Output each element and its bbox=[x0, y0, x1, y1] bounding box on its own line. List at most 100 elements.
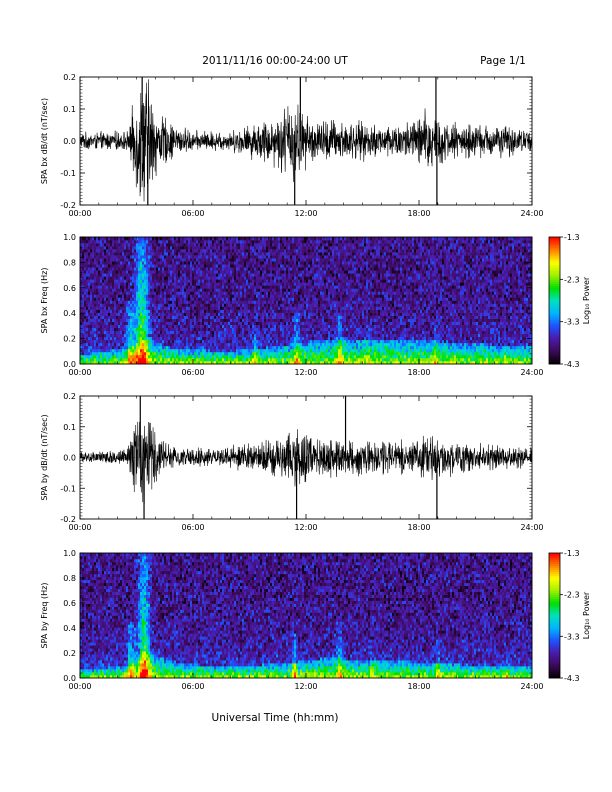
heatmap-cell bbox=[270, 285, 273, 289]
heatmap-cell bbox=[234, 255, 237, 259]
heatmap-cell bbox=[160, 249, 163, 253]
heatmap-cell bbox=[162, 360, 165, 365]
heatmap-cell bbox=[138, 327, 141, 332]
heatmap-cell bbox=[296, 246, 299, 250]
heatmap-cell bbox=[250, 321, 253, 325]
heatmap-cell bbox=[164, 333, 167, 338]
heatmap-cell bbox=[248, 348, 251, 353]
heatmap-cell bbox=[258, 264, 261, 268]
heatmap-cell bbox=[286, 255, 289, 259]
heatmap-cell bbox=[198, 297, 201, 301]
heatmap-cell bbox=[234, 309, 237, 313]
heatmap-cell bbox=[192, 249, 195, 253]
heatmap-cell bbox=[216, 249, 219, 253]
heatmap-cell bbox=[234, 360, 237, 365]
heatmap-cell bbox=[222, 273, 225, 277]
heatmap-cell bbox=[108, 321, 111, 325]
heatmap-cell bbox=[146, 309, 149, 313]
heatmap-cell bbox=[222, 327, 225, 332]
heatmap-cell bbox=[268, 255, 271, 259]
heatmap-cell bbox=[138, 348, 141, 353]
heatmap-cell bbox=[236, 237, 239, 241]
heatmap-cell bbox=[246, 321, 249, 325]
heatmap-cell bbox=[242, 321, 245, 325]
heatmap-cell bbox=[124, 297, 127, 301]
heatmap-cell bbox=[248, 333, 251, 338]
heatmap-cell bbox=[290, 252, 293, 256]
heatmap-cell bbox=[198, 267, 201, 271]
heatmap-cell bbox=[134, 276, 137, 280]
heatmap-cell bbox=[170, 339, 173, 344]
heatmap-cell bbox=[258, 315, 261, 319]
heatmap-cell bbox=[242, 351, 245, 356]
heatmap-cell bbox=[142, 264, 145, 268]
heatmap-cell bbox=[196, 273, 199, 277]
heatmap-cell bbox=[274, 255, 277, 259]
heatmap-cell bbox=[102, 288, 105, 292]
heatmap-cell bbox=[244, 345, 247, 350]
heatmap-cell bbox=[266, 354, 269, 359]
heatmap-cell bbox=[230, 336, 233, 341]
heatmap-cell bbox=[132, 273, 135, 277]
heatmap-cell bbox=[168, 276, 171, 280]
heatmap-cell bbox=[200, 318, 203, 322]
heatmap-cell bbox=[282, 276, 285, 280]
heatmap-cell bbox=[186, 243, 189, 247]
heatmap-cell bbox=[166, 297, 169, 301]
heatmap-cell bbox=[98, 240, 101, 244]
heatmap-cell bbox=[100, 276, 103, 280]
heatmap-cell bbox=[182, 345, 185, 350]
heatmap-cell bbox=[240, 264, 243, 268]
heatmap-cell bbox=[88, 291, 91, 295]
heatmap-cell bbox=[114, 360, 117, 365]
heatmap-cell bbox=[158, 243, 161, 247]
heatmap-cell bbox=[238, 285, 241, 289]
heatmap-cell bbox=[116, 324, 119, 329]
heatmap-cell bbox=[140, 309, 143, 313]
heatmap-cell bbox=[270, 315, 273, 319]
heatmap-cell bbox=[216, 258, 219, 262]
heatmap-cell bbox=[150, 315, 153, 319]
heatmap-cell bbox=[154, 264, 157, 268]
heatmap-cell bbox=[250, 351, 253, 356]
heatmap-cell bbox=[112, 324, 115, 329]
heatmap-cell bbox=[216, 324, 219, 329]
heatmap-cell bbox=[236, 246, 239, 250]
heatmap-cell bbox=[212, 315, 215, 319]
heatmap-cell bbox=[94, 324, 97, 329]
heatmap-cell bbox=[242, 264, 245, 268]
heatmap-cell bbox=[254, 309, 257, 313]
heatmap-cell bbox=[266, 243, 269, 247]
heatmap-cell bbox=[156, 309, 159, 313]
heatmap-cell bbox=[114, 306, 117, 310]
heatmap-cell bbox=[128, 246, 131, 250]
heatmap-cell bbox=[276, 315, 279, 319]
heatmap-cell bbox=[286, 303, 289, 307]
heatmap-cell bbox=[246, 294, 249, 298]
heatmap-cell bbox=[296, 354, 299, 359]
heatmap-cell bbox=[254, 354, 257, 359]
heatmap-cell bbox=[294, 357, 297, 362]
heatmap-cell bbox=[216, 339, 219, 344]
heatmap-cell bbox=[168, 255, 171, 259]
heatmap-cell bbox=[256, 276, 259, 280]
heatmap-cell bbox=[306, 333, 309, 338]
heatmap-cell bbox=[202, 264, 205, 268]
heatmap-cell bbox=[260, 270, 263, 274]
heatmap-cell bbox=[102, 327, 105, 332]
heatmap-cell bbox=[288, 279, 291, 283]
heatmap-cell bbox=[180, 270, 183, 274]
heatmap-cell bbox=[82, 240, 85, 244]
heatmap-cell bbox=[206, 348, 209, 353]
heatmap-cell bbox=[86, 270, 89, 274]
heatmap-cell bbox=[182, 270, 185, 274]
heatmap-cell bbox=[168, 294, 171, 298]
heatmap-cell bbox=[158, 303, 161, 307]
heatmap-cell bbox=[206, 261, 209, 265]
heatmap-cell bbox=[198, 351, 201, 356]
heatmap-cell bbox=[152, 267, 155, 271]
heatmap-cell bbox=[298, 321, 301, 325]
heatmap-cell bbox=[232, 327, 235, 332]
heatmap-cell bbox=[92, 327, 95, 332]
heatmap-cell bbox=[288, 276, 291, 280]
